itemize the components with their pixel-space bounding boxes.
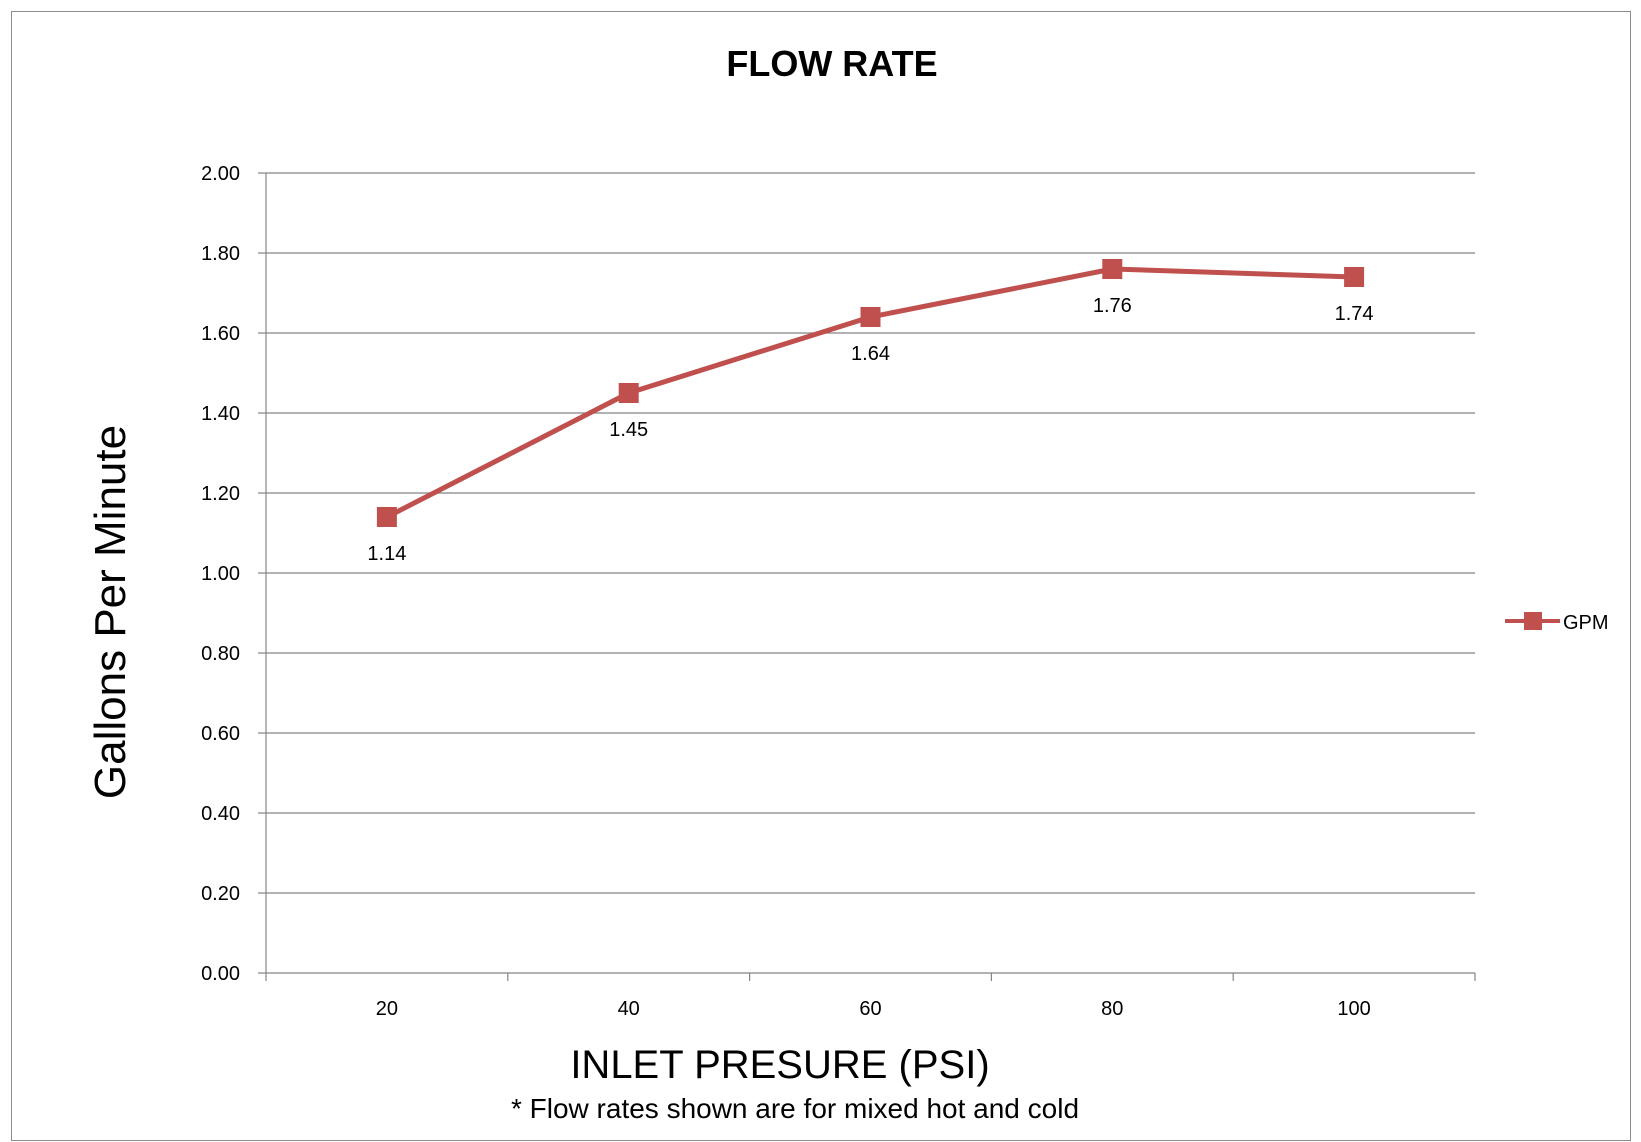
data-label-3: 1.76	[1093, 295, 1132, 317]
y-tick-label-5: 1.00	[201, 563, 240, 585]
legend-marker-gpm	[1524, 612, 1542, 630]
series-line-0	[385, 266, 1355, 520]
series-gpm	[376, 259, 1365, 527]
data-label-1: 1.45	[609, 419, 648, 441]
y-tick-label-1: 0.20	[201, 883, 240, 905]
legend: GPM	[1505, 612, 1609, 634]
y-tick-label-3: 0.60	[201, 723, 240, 745]
data-label-0: 1.14	[367, 543, 406, 565]
data-point-2	[860, 307, 881, 327]
chart-frame	[11, 11, 1631, 1141]
grid-lines	[265, 172, 1475, 974]
legend-label-gpm: GPM	[1563, 612, 1609, 634]
chart-title: FLOW RATE	[726, 43, 937, 84]
y-tick-label-9: 1.80	[201, 243, 240, 265]
x-axis-ticks: 20 40 60 80 100	[265, 973, 1476, 1020]
footnote: * Flow rates shown are for mixed hot and…	[511, 1093, 1079, 1124]
data-point-1	[618, 383, 639, 403]
data-label-4: 1.74	[1335, 303, 1374, 325]
data-point-0	[376, 507, 397, 527]
data-point-3	[1102, 259, 1123, 279]
y-tick-label-6: 1.20	[201, 483, 240, 505]
y-tick-label-4: 0.80	[201, 643, 240, 665]
y-axis-ticks: 0.00 0.20 0.40 0.60 0.80 1.00 1.20 1.40 1.60 1.80…	[201, 163, 266, 985]
x-axis-label: INLET PRESURE (PSI)	[570, 1043, 989, 1087]
y-tick-label-7: 1.40	[201, 403, 240, 425]
x-tick-label-1: 40	[618, 998, 640, 1020]
x-tick-label-3: 80	[1101, 998, 1123, 1020]
x-tick-label-2: 60	[859, 998, 881, 1020]
data-labels: 1.14 1.45 1.64 1.76 1.74	[367, 295, 1373, 565]
y-tick-label-0: 0.00	[201, 963, 240, 985]
y-tick-label-10: 2.00	[201, 163, 240, 185]
data-label-2: 1.64	[851, 343, 890, 365]
y-axis-label: Gallons Per Minute	[86, 425, 135, 799]
data-point-4	[1344, 267, 1365, 287]
x-tick-label-0: 20	[376, 998, 398, 1020]
y-tick-label-8: 1.60	[201, 323, 240, 345]
x-tick-label-4: 100	[1337, 998, 1370, 1020]
y-tick-label-2: 0.40	[201, 803, 240, 825]
